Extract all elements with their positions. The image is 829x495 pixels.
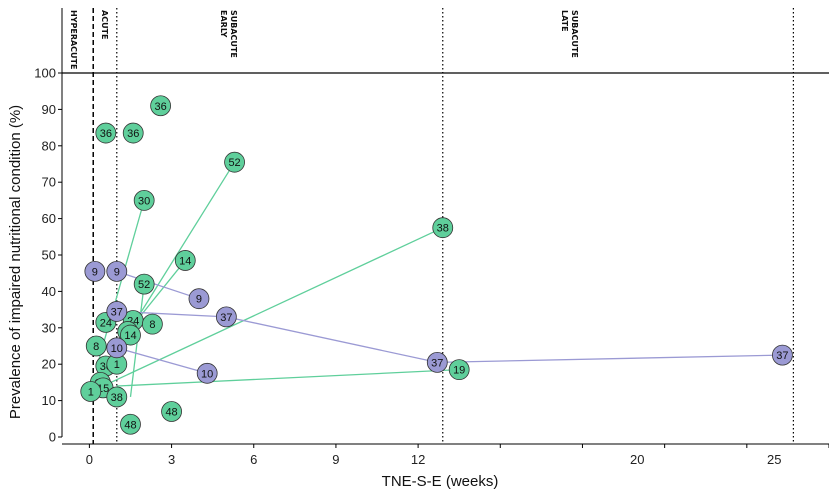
connection-line bbox=[116, 369, 460, 387]
y-axis-title: Prevalence of impaired nutritional condi… bbox=[7, 105, 24, 419]
purple-point bbox=[188, 288, 210, 310]
purple-point bbox=[106, 260, 128, 282]
y-tick-label: 100 bbox=[34, 66, 56, 81]
green-point bbox=[85, 335, 107, 357]
green-point bbox=[174, 250, 196, 271]
x-tick-label: 6 bbox=[250, 452, 257, 467]
purple-point bbox=[84, 260, 106, 282]
phase-label-line: EARLY bbox=[219, 10, 228, 38]
point-label: 8 bbox=[149, 319, 155, 331]
x-tick-label: 0 bbox=[86, 452, 93, 467]
purple-point bbox=[106, 301, 128, 322]
phase-label-line: ACUTE bbox=[100, 10, 109, 39]
point-label: 38 bbox=[111, 392, 123, 404]
point-label: 1 bbox=[114, 359, 120, 371]
phase-label-line: HYPERACUTE bbox=[69, 10, 78, 69]
point-label: 37 bbox=[111, 306, 123, 318]
point-label: 37 bbox=[776, 350, 788, 362]
green-point bbox=[80, 381, 102, 402]
point-label: 1 bbox=[88, 387, 94, 399]
x-tick-label: 3 bbox=[168, 452, 175, 467]
connection-line bbox=[116, 347, 208, 374]
point-label: 9 bbox=[196, 294, 202, 306]
x-tick-label: 25 bbox=[767, 452, 781, 467]
point-label: 9 bbox=[92, 266, 98, 278]
x-tick-label: 9 bbox=[332, 452, 339, 467]
green-point bbox=[120, 413, 141, 435]
green-point bbox=[133, 273, 155, 295]
point-label: 10 bbox=[201, 368, 213, 380]
green-point bbox=[106, 386, 128, 408]
point-label: 36 bbox=[100, 128, 112, 140]
phase-label: EARLY SUBACUTE bbox=[219, 10, 238, 58]
connection-line bbox=[116, 270, 200, 300]
point-label: 36 bbox=[154, 101, 166, 113]
purple-point bbox=[426, 351, 448, 373]
purple-point bbox=[215, 306, 237, 328]
x-axis-title: TNE-S-E (weeks) bbox=[382, 473, 499, 490]
purple-point bbox=[772, 344, 793, 366]
y-tick-label: 20 bbox=[42, 357, 56, 372]
point-label: 37 bbox=[431, 357, 443, 369]
connection-line bbox=[226, 316, 438, 364]
purple-point bbox=[106, 337, 128, 359]
green-point bbox=[150, 95, 172, 117]
green-point bbox=[120, 324, 141, 346]
phase-label-line: SUBACUTE bbox=[229, 10, 238, 58]
point-label: 52 bbox=[228, 157, 240, 169]
point-label: 9 bbox=[114, 266, 120, 278]
green-point bbox=[141, 313, 163, 335]
y-tick-label: 30 bbox=[42, 320, 56, 335]
y-tick-label: 0 bbox=[49, 430, 56, 445]
connection-line bbox=[437, 354, 783, 364]
y-tick-label: 70 bbox=[42, 175, 56, 190]
y-tick-label: 40 bbox=[42, 284, 56, 299]
x-tick-label: 20 bbox=[630, 452, 644, 467]
point-label: 14 bbox=[124, 330, 136, 342]
point-label: 48 bbox=[165, 407, 177, 419]
green-point bbox=[133, 189, 155, 211]
green-point bbox=[432, 217, 454, 239]
y-tick-label: 90 bbox=[42, 102, 56, 117]
point-label: 14 bbox=[179, 255, 191, 267]
connection-line bbox=[96, 200, 145, 365]
y-tick-label: 60 bbox=[42, 211, 56, 226]
point-label: 52 bbox=[138, 279, 150, 291]
purple-point bbox=[196, 362, 218, 384]
phase-labels: HYPERACUTE ACUTE EARLY SUBACUTE LATE SUBACUTE… bbox=[69, 10, 579, 69]
data-points: 3636365230381452242488148301141513848481… bbox=[80, 95, 793, 435]
connection-line bbox=[102, 227, 444, 387]
point-label: 38 bbox=[437, 223, 449, 235]
point-label: 19 bbox=[453, 365, 465, 377]
point-label: 37 bbox=[220, 312, 232, 324]
point-label: 8 bbox=[93, 341, 99, 353]
point-label: 30 bbox=[138, 195, 150, 207]
green-point bbox=[122, 122, 144, 144]
y-tick-label: 50 bbox=[42, 248, 56, 263]
green-point bbox=[161, 401, 182, 422]
x-tick-label: 12 bbox=[411, 452, 425, 467]
point-label: 10 bbox=[111, 343, 123, 355]
green-point bbox=[448, 359, 470, 381]
phase-label: HYPERACUTE bbox=[69, 10, 78, 69]
green-point bbox=[224, 151, 245, 173]
y-tick-label: 10 bbox=[42, 393, 56, 408]
phase-label-line: LATE bbox=[560, 10, 569, 32]
phase-label-line: SUBACUTE bbox=[570, 10, 579, 58]
phase-label: LATE SUBACUTE bbox=[560, 10, 579, 58]
point-label: 24 bbox=[100, 317, 112, 329]
point-label: 48 bbox=[124, 419, 136, 431]
phase-lines bbox=[92, 8, 794, 444]
phase-label: ACUTE bbox=[100, 10, 109, 39]
y-tick-label: 80 bbox=[42, 138, 56, 153]
green-point bbox=[95, 122, 117, 144]
point-label: 36 bbox=[127, 128, 139, 140]
